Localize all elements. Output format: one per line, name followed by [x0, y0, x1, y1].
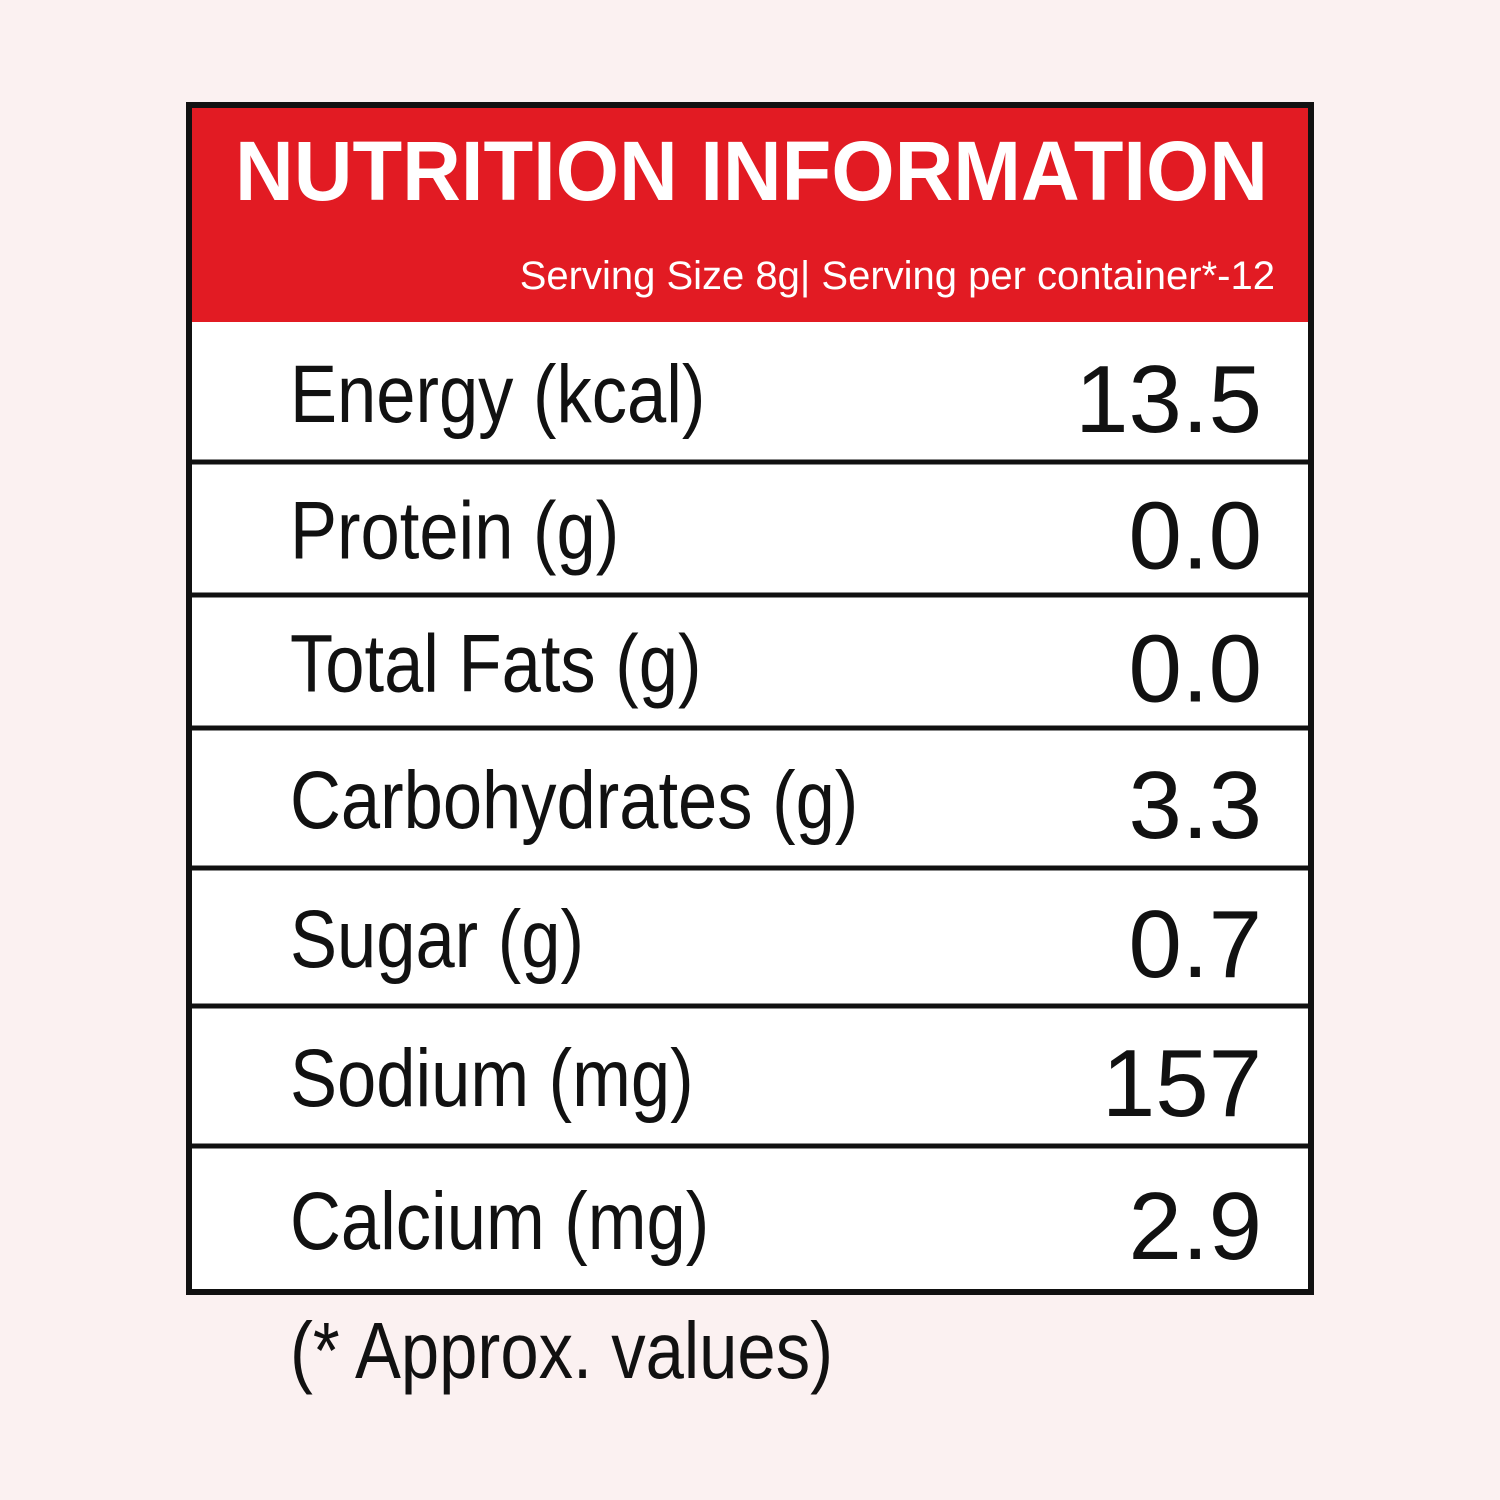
row-label: Protein (g) [290, 486, 619, 577]
title: NUTRITION INFORMATION [235, 124, 1268, 218]
row-label: Calcium (mg) [290, 1176, 709, 1267]
row-value: 0.0 [1129, 483, 1262, 590]
row-value: 0.7 [1129, 891, 1262, 998]
row-label: Sodium (mg) [290, 1033, 694, 1124]
row-value: 3.3 [1129, 752, 1262, 859]
row-label-group: Protein (g) [290, 486, 619, 577]
footnote: (* Approx. values) [290, 1305, 833, 1395]
row-label-group: Sugar (g) [290, 894, 584, 985]
rows: Energy (kcal) 13.5 Protein (g) 0.0 Total Fat… [189, 346, 1311, 1280]
row-value: 0.0 [1129, 616, 1262, 723]
row-label: Sugar (g) [290, 894, 584, 985]
row-label: Energy (kcal) [290, 349, 705, 440]
row-label: Carbohydrates (g) [290, 755, 858, 846]
row-label-group: Total Fats (g) [290, 619, 701, 710]
row-value: 157 [1102, 1030, 1262, 1137]
row-value: 2.9 [1129, 1173, 1262, 1280]
row-label-group: Energy (kcal) [290, 349, 705, 440]
row-label-group: Calcium (mg) [290, 1176, 709, 1267]
subtitle: Serving Size 8g| Serving per container*-… [520, 254, 1275, 298]
row-label-group: Sodium (mg) [290, 1033, 694, 1124]
row-label-group: Carbohydrates (g) [290, 755, 858, 846]
footnote-group: (* Approx. values) [290, 1305, 833, 1395]
row-value: 13.5 [1075, 346, 1262, 453]
row-label: Total Fats (g) [290, 619, 701, 710]
header-band [192, 108, 1308, 322]
